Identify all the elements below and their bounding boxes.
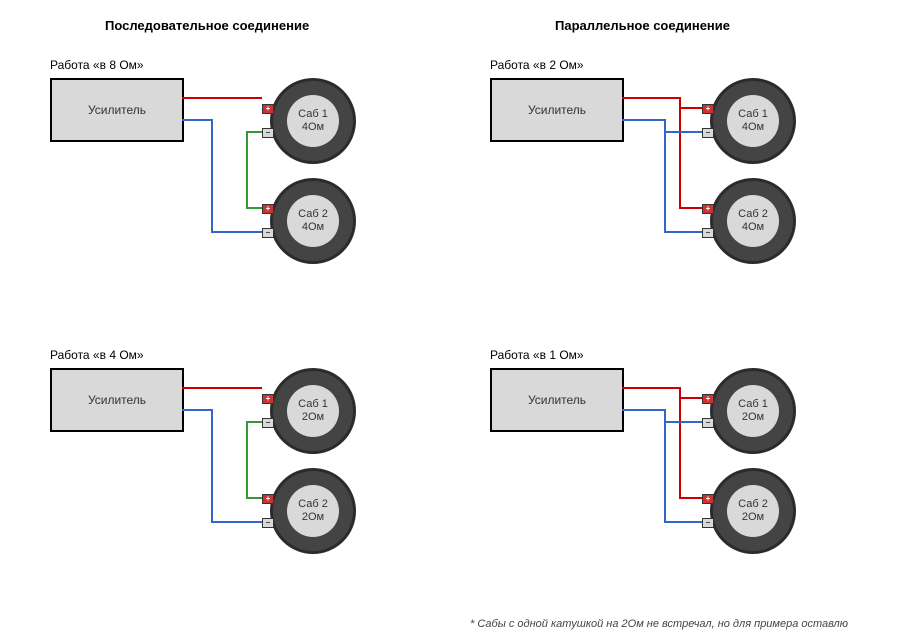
wires-q4 [0, 0, 900, 620]
footnote: * Сабы с одной катушкой на 2Ом не встреч… [470, 618, 848, 630]
